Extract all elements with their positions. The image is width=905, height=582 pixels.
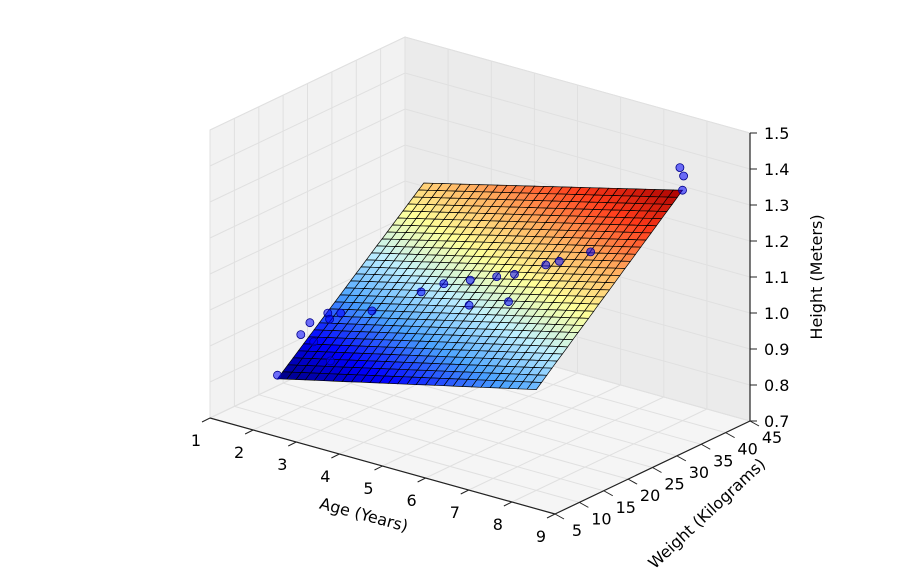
- scatter-point: [554, 256, 564, 266]
- y-tick-label: 10: [591, 509, 611, 528]
- scatter-point: [510, 269, 519, 279]
- scatter-point: [675, 163, 685, 173]
- z-tick-label: 1.4: [764, 160, 789, 179]
- y-tick: [749, 420, 760, 427]
- x-tick: [503, 501, 513, 507]
- x-tick-label: 1: [191, 431, 201, 450]
- z-tick-label: 1.3: [764, 196, 789, 215]
- surface-plane: [276, 182, 684, 390]
- z-tick-label: 0.9: [764, 340, 789, 359]
- scatter-point: [325, 356, 335, 366]
- x-tick-label: 5: [363, 479, 373, 498]
- y-tick-label: 40: [737, 440, 757, 459]
- z-axis-label: Height (Meters): [807, 214, 826, 339]
- y-tick: [676, 455, 687, 462]
- scatter-point: [325, 314, 335, 324]
- y-tick-label: 45: [762, 428, 782, 447]
- gridline-z: [209, 72, 751, 170]
- x-tick: [288, 441, 297, 447]
- x-tick-label: 7: [450, 503, 460, 522]
- scatter-point: [273, 370, 282, 380]
- x-tick: [546, 513, 556, 519]
- scatter-point: [492, 272, 502, 282]
- scatter-point: [305, 318, 315, 328]
- gridline-z: [209, 108, 751, 206]
- y-tick: [627, 478, 638, 485]
- scatter-point: [367, 306, 377, 316]
- y-tick-label: 35: [713, 451, 733, 470]
- y-tick: [652, 467, 662, 473]
- z-tick-label: 1.2: [764, 232, 789, 251]
- scatter-point: [336, 308, 346, 318]
- y-tick: [579, 501, 589, 508]
- scatter-point: [439, 279, 449, 289]
- x-tick-label: 9: [536, 527, 546, 546]
- z-tick-label: 0.8: [764, 376, 789, 395]
- y-tick: [603, 490, 613, 497]
- scatter-point: [541, 260, 551, 270]
- y-tick-label: 25: [664, 475, 684, 494]
- scatter-point: [416, 287, 426, 297]
- z-tick-label: 0.7: [764, 412, 789, 431]
- scatter-point: [678, 185, 687, 195]
- x-tick: [331, 453, 340, 459]
- x-tick-label: 2: [234, 443, 244, 462]
- y-tick-label: 30: [689, 463, 709, 482]
- tick-marks: [201, 132, 760, 520]
- x-tick-label: 4: [320, 467, 330, 486]
- scatter-point: [465, 275, 475, 285]
- x-tick-label: 8: [493, 515, 503, 534]
- x-axis-label: Age (Years): [318, 494, 411, 536]
- scatter-point: [679, 171, 688, 181]
- z-tick-label: 1.5: [764, 124, 789, 143]
- gridline-z: [209, 36, 751, 134]
- z-tick-label: 1.0: [764, 304, 789, 323]
- y-tick-label: 15: [616, 498, 636, 517]
- scatter-point: [586, 247, 595, 257]
- y-tick-label: 20: [640, 486, 660, 505]
- x-tick: [460, 489, 469, 495]
- y-tick: [725, 432, 735, 439]
- x-tick: [244, 429, 254, 435]
- x-tick: [201, 417, 211, 423]
- scatter-point: [296, 330, 306, 340]
- scatter-point: [309, 337, 319, 347]
- x-tick-label: 3: [277, 455, 287, 474]
- scatter-point: [504, 297, 513, 307]
- scatter-front: [273, 163, 688, 380]
- y-tick-label: 5: [572, 521, 582, 540]
- x-tick: [417, 477, 426, 483]
- scatter-point: [464, 300, 474, 310]
- y-tick: [554, 513, 565, 520]
- x-tick-label: 6: [407, 491, 417, 510]
- y-tick: [701, 443, 711, 450]
- z-tick-label: 1.1: [764, 268, 789, 287]
- x-tick: [374, 465, 383, 471]
